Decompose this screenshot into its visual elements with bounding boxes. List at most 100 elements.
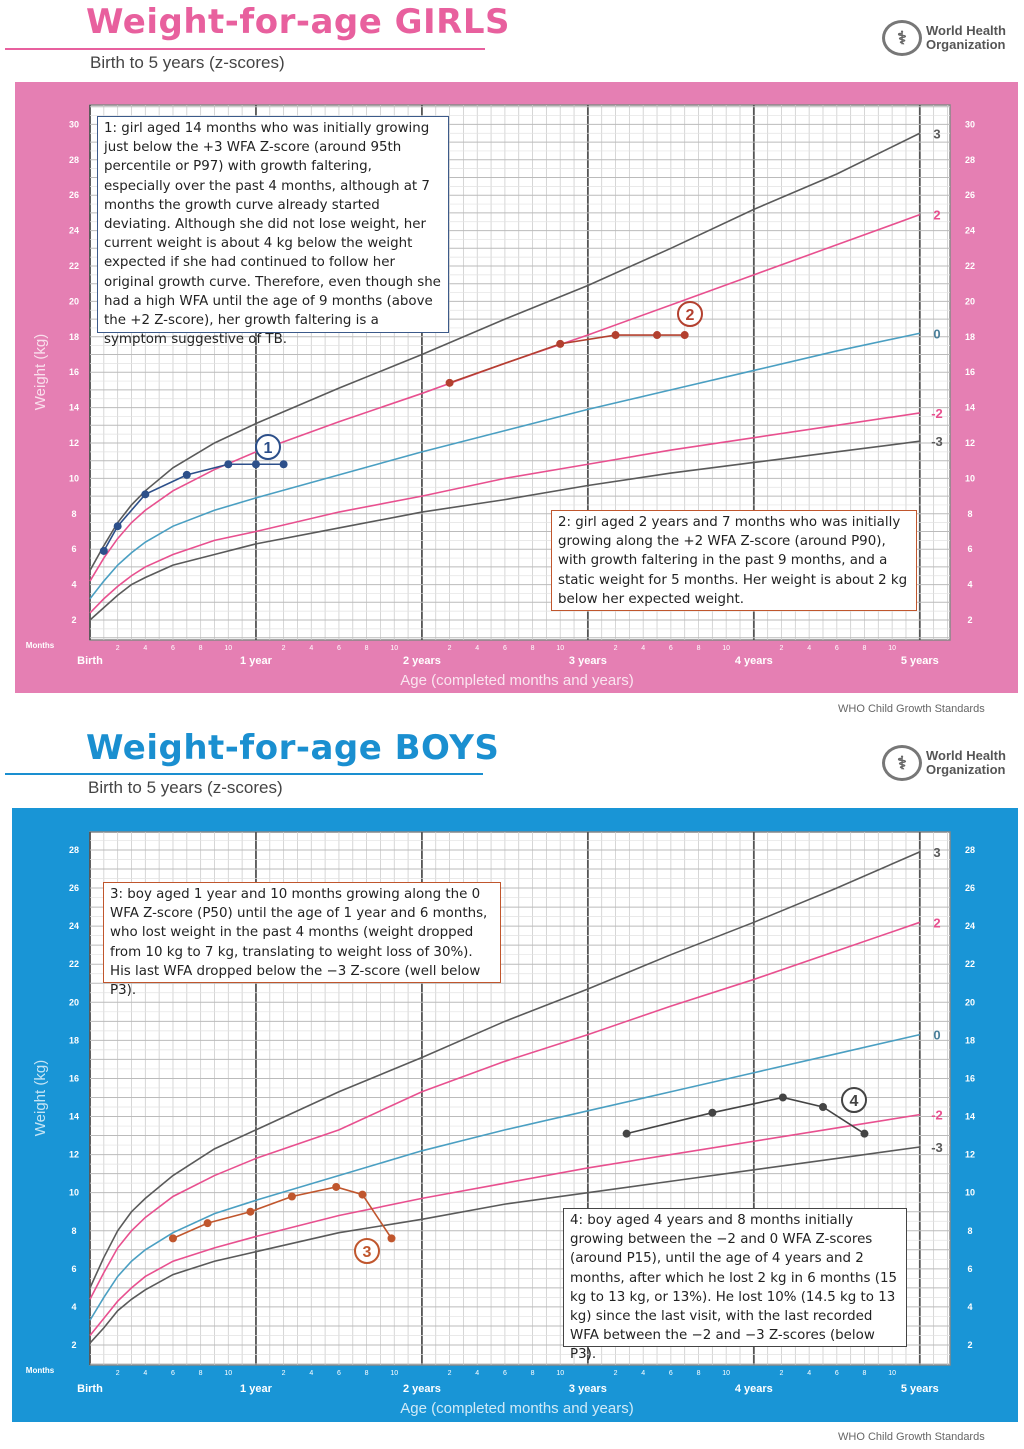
y-tick-label-right: 12 xyxy=(965,438,975,448)
month-tick-label: 4 xyxy=(475,645,479,652)
month-tick-label: 8 xyxy=(365,645,369,652)
org-name-line1: World Health xyxy=(926,748,1006,763)
x-axis-label: Age (completed months and years) xyxy=(400,672,633,689)
case-3-marker xyxy=(354,1238,380,1264)
boys-who-logo: ⚕ World Health Organization xyxy=(882,745,1006,781)
month-tick-label: 2 xyxy=(780,645,784,652)
case-3-point xyxy=(287,1192,296,1201)
y-tick-label: 4 xyxy=(71,580,76,590)
y-tick-label: 10 xyxy=(69,1188,79,1198)
boys-title-rule xyxy=(5,773,483,775)
month-tick-label: 2 xyxy=(116,645,120,652)
case-3-point xyxy=(358,1190,367,1199)
month-tick-label: 2 xyxy=(614,1370,618,1377)
case-2-point xyxy=(653,331,662,340)
y-tick-label-right: 24 xyxy=(965,921,975,931)
month-tick-label: 8 xyxy=(531,1370,535,1377)
org-name-line2: Organization xyxy=(926,762,1006,777)
month-tick-label: 10 xyxy=(390,1370,398,1377)
case-1-point xyxy=(224,460,233,469)
y-tick-label-right: 26 xyxy=(965,190,975,200)
y-tick-label: 2 xyxy=(71,1340,76,1350)
y-tick-label: 4 xyxy=(71,1302,76,1312)
month-tick-label: 6 xyxy=(669,645,673,652)
month-tick-label: 8 xyxy=(365,1370,369,1377)
boys-title: Weight-for-age BOYS xyxy=(86,728,500,768)
y-axis-label: Weight (kg) xyxy=(32,1060,49,1136)
boys-subtitle: Birth to 5 years (z-scores) xyxy=(88,778,283,797)
month-tick-label: 10 xyxy=(722,645,730,652)
z-score-label: 2 xyxy=(933,915,940,930)
z-curve-2 xyxy=(89,921,921,1300)
z-score-label: 3 xyxy=(933,845,940,860)
y-tick-label: 16 xyxy=(69,367,79,377)
year-label: 2 years xyxy=(403,1383,441,1395)
month-tick-label: 2 xyxy=(282,1370,286,1377)
z-curve--2 xyxy=(89,1113,920,1336)
month-tick-label: 4 xyxy=(143,645,147,652)
y-tick-label: 18 xyxy=(69,332,79,342)
y-tick-label: 20 xyxy=(69,296,79,306)
y-tick-label-right: 6 xyxy=(967,544,972,554)
y-tick-label: 26 xyxy=(69,883,79,893)
month-tick-label: 4 xyxy=(309,645,313,652)
month-tick-label: 2 xyxy=(448,645,452,652)
case-4-point xyxy=(708,1108,717,1117)
y-tick-label-right: 20 xyxy=(965,997,975,1007)
x-axis-label: Age (completed months and years) xyxy=(400,1400,633,1417)
case-3-point xyxy=(246,1207,255,1216)
y-tick-label-right: 16 xyxy=(965,367,975,377)
z-curve-2 xyxy=(89,213,921,582)
boys-source: WHO Child Growth Standards xyxy=(838,1431,985,1443)
month-tick-label: 6 xyxy=(503,645,507,652)
y-tick-label-right: 22 xyxy=(965,959,975,969)
month-tick-label: 6 xyxy=(337,645,341,652)
y-tick-label: 12 xyxy=(69,1150,79,1160)
y-tick-label: 14 xyxy=(69,403,79,413)
case-1-number: 1 xyxy=(264,440,273,457)
month-tick-label: 4 xyxy=(309,1370,313,1377)
case-4-note: 4: boy aged 4 years and 8 months initial… xyxy=(563,1208,907,1362)
org-name-line1: World Health xyxy=(926,23,1006,38)
z-score-label: 0 xyxy=(933,1028,940,1043)
y-axis-label: Weight (kg) xyxy=(32,334,49,410)
year-label: 3 years xyxy=(569,655,607,667)
month-tick-label: 10 xyxy=(556,1370,564,1377)
month-tick-label: 8 xyxy=(697,1370,701,1377)
y-tick-label-right: 2 xyxy=(967,1340,972,1350)
month-tick-label: 6 xyxy=(337,1370,341,1377)
month-tick-label: 8 xyxy=(531,645,535,652)
y-tick-label-right: 4 xyxy=(967,580,972,590)
case-2-number: 2 xyxy=(686,307,695,324)
month-tick-label: 6 xyxy=(835,645,839,652)
case-1-point xyxy=(279,460,288,469)
y-tick-label: 8 xyxy=(71,509,76,519)
y-tick-label-right: 8 xyxy=(967,509,972,519)
z-curve--3 xyxy=(89,1146,920,1344)
case-2-marker xyxy=(677,301,703,327)
z-curve-3 xyxy=(89,851,921,1289)
year-label: Birth xyxy=(77,1383,103,1395)
year-label: 5 years xyxy=(901,655,939,667)
z-curve-0 xyxy=(89,1033,920,1321)
months-label: Months xyxy=(26,641,55,650)
month-tick-label: 6 xyxy=(171,1370,175,1377)
month-tick-label: 2 xyxy=(282,645,286,652)
year-label: 1 year xyxy=(240,655,273,667)
case-4-point xyxy=(860,1129,869,1138)
y-tick-label-right: 20 xyxy=(965,296,975,306)
z-curve--3 xyxy=(89,440,920,621)
y-tick-label-right: 24 xyxy=(965,226,975,236)
y-tick-label-right: 30 xyxy=(965,119,975,129)
month-tick-label: 10 xyxy=(888,1370,896,1377)
case-2-point xyxy=(611,331,620,340)
y-tick-label-right: 10 xyxy=(965,473,975,483)
y-tick-label: 26 xyxy=(69,190,79,200)
month-tick-label: 2 xyxy=(116,1370,120,1377)
y-tick-label: 28 xyxy=(69,845,79,855)
year-label: Birth xyxy=(77,655,103,667)
girls-source: WHO Child Growth Standards xyxy=(838,703,985,715)
z-score-label: -2 xyxy=(931,1108,943,1123)
month-tick-label: 8 xyxy=(863,1370,867,1377)
month-tick-label: 4 xyxy=(641,1370,645,1377)
